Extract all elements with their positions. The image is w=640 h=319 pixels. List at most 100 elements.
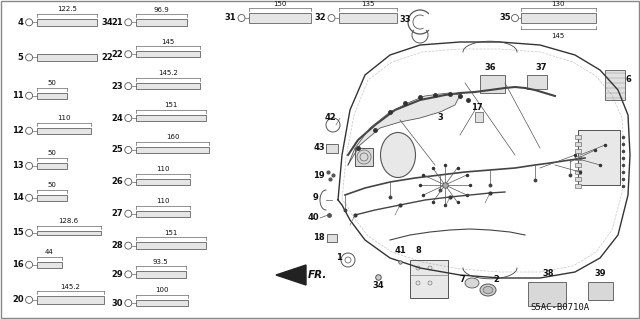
Text: 21: 21 <box>111 18 123 27</box>
Bar <box>136 115 206 121</box>
Bar <box>588 282 613 300</box>
Ellipse shape <box>483 286 493 293</box>
Bar <box>36 54 97 61</box>
Bar <box>36 163 67 169</box>
Bar <box>36 231 100 235</box>
Text: 18: 18 <box>314 234 325 242</box>
Text: 29: 29 <box>111 270 123 279</box>
Bar <box>136 179 190 185</box>
Bar <box>521 13 596 23</box>
Text: 37: 37 <box>535 63 547 72</box>
Text: 150: 150 <box>273 1 287 6</box>
Text: 40: 40 <box>307 213 319 222</box>
Text: 20: 20 <box>12 295 24 304</box>
Text: 110: 110 <box>156 166 170 172</box>
Text: 160: 160 <box>166 134 179 140</box>
Text: 17: 17 <box>471 102 483 112</box>
Text: 100: 100 <box>156 287 169 293</box>
Bar <box>136 300 188 306</box>
Text: 22: 22 <box>101 53 113 62</box>
Text: 42: 42 <box>324 114 336 122</box>
Text: 14: 14 <box>12 193 24 202</box>
Text: 1: 1 <box>336 254 342 263</box>
Text: 22: 22 <box>111 50 123 59</box>
Text: 8: 8 <box>415 246 421 255</box>
Text: 145: 145 <box>161 39 175 45</box>
Text: 23: 23 <box>111 82 123 91</box>
Text: 16: 16 <box>12 260 24 269</box>
Text: 28: 28 <box>111 241 123 250</box>
Bar <box>575 163 581 167</box>
Text: 9: 9 <box>312 192 318 202</box>
Text: 15: 15 <box>12 228 24 237</box>
Bar <box>475 112 483 122</box>
Text: 27: 27 <box>111 209 123 218</box>
Text: 26: 26 <box>111 177 123 186</box>
Text: 3: 3 <box>437 114 443 122</box>
Bar <box>575 184 581 188</box>
Text: 32: 32 <box>314 13 326 23</box>
Text: 7: 7 <box>459 276 465 285</box>
Bar <box>527 75 547 89</box>
Text: 50: 50 <box>47 80 56 86</box>
Bar <box>528 282 566 306</box>
Bar <box>575 135 581 139</box>
Bar <box>578 130 620 185</box>
Bar <box>36 19 97 26</box>
Text: 34: 34 <box>372 280 384 290</box>
Text: S5AC-B0710A: S5AC-B0710A <box>531 303 589 313</box>
Bar <box>575 149 581 153</box>
Text: 12: 12 <box>12 126 24 135</box>
Text: 6: 6 <box>625 76 631 85</box>
Bar <box>136 19 187 26</box>
Bar <box>136 211 190 217</box>
Text: 39: 39 <box>595 269 605 278</box>
Text: 110: 110 <box>57 115 70 121</box>
Bar <box>136 51 200 57</box>
Bar <box>575 156 581 160</box>
Bar <box>605 70 625 100</box>
Bar <box>36 195 67 201</box>
Text: 110: 110 <box>156 198 170 204</box>
Text: 135: 135 <box>362 1 374 6</box>
Bar <box>327 234 337 242</box>
Text: 44: 44 <box>45 249 54 255</box>
Text: 35: 35 <box>499 13 511 23</box>
Text: 145.2: 145.2 <box>158 70 178 77</box>
Bar <box>36 128 91 134</box>
Text: FR.: FR. <box>308 270 328 280</box>
Polygon shape <box>348 93 460 165</box>
Text: 41: 41 <box>394 246 406 255</box>
Bar <box>36 296 104 304</box>
Text: 31: 31 <box>225 13 236 23</box>
Bar <box>36 262 62 268</box>
Bar <box>575 170 581 174</box>
Bar <box>249 13 311 23</box>
Text: 36: 36 <box>484 63 496 72</box>
Bar <box>339 13 397 23</box>
Text: 151: 151 <box>164 230 178 236</box>
Text: 38: 38 <box>542 269 554 278</box>
Text: 4: 4 <box>18 18 24 27</box>
Text: 5: 5 <box>18 53 24 62</box>
Bar <box>136 271 186 278</box>
Text: 11: 11 <box>12 91 24 100</box>
Ellipse shape <box>381 132 415 177</box>
Bar <box>136 83 200 89</box>
Text: 128.6: 128.6 <box>58 218 79 224</box>
Text: 2: 2 <box>493 276 499 285</box>
Text: 151: 151 <box>164 102 178 108</box>
Text: 130: 130 <box>551 1 564 6</box>
Text: 145.2: 145.2 <box>60 284 80 290</box>
Text: 25: 25 <box>111 145 123 154</box>
Text: 24: 24 <box>111 114 123 122</box>
Bar <box>575 142 581 146</box>
Text: 145: 145 <box>552 33 564 39</box>
Text: 30: 30 <box>111 299 123 308</box>
Text: 13: 13 <box>12 161 24 170</box>
Text: 19: 19 <box>314 170 325 180</box>
Text: 50: 50 <box>47 150 56 156</box>
Text: 122.5: 122.5 <box>57 6 77 12</box>
Bar <box>355 148 373 166</box>
Polygon shape <box>276 265 306 285</box>
